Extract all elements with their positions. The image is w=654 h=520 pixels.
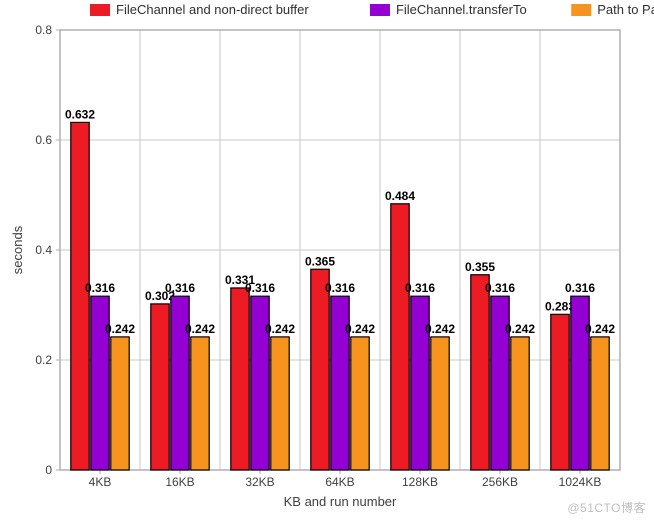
svg-text:0.8: 0.8: [35, 23, 52, 37]
bar-value-label: 0.632: [65, 107, 95, 121]
watermark-text: @51CTO博客: [567, 499, 646, 516]
bar: [391, 204, 409, 470]
bar-value-label: 0.355: [465, 260, 495, 274]
bar: [271, 337, 289, 470]
legend-label: Path to Path: [597, 2, 654, 17]
legend-swatch: [90, 4, 110, 16]
bar-value-label: 0.242: [105, 322, 135, 336]
x-tick-label: 256KB: [482, 475, 518, 489]
bar-value-label: 0.242: [185, 322, 215, 336]
bar-value-label: 0.242: [265, 322, 295, 336]
bar: [231, 288, 249, 470]
bar-value-label: 0.484: [385, 189, 415, 203]
bar-value-label: 0.242: [345, 322, 375, 336]
bar: [431, 337, 449, 470]
bar-value-label: 0.316: [165, 281, 195, 295]
x-tick-label: 32KB: [245, 475, 274, 489]
bar: [151, 304, 169, 470]
svg-text:0: 0: [45, 463, 52, 477]
bar-value-label: 0.242: [505, 322, 535, 336]
bar: [111, 337, 129, 470]
x-tick-label: 1024KB: [559, 475, 602, 489]
bar-value-label: 0.316: [325, 281, 355, 295]
bar: [311, 269, 329, 470]
bar-value-label: 0.365: [305, 254, 335, 268]
bar: [551, 314, 569, 470]
legend-label: FileChannel and non-direct buffer: [116, 2, 309, 17]
x-tick-label: 16KB: [165, 475, 194, 489]
bar-value-label: 0.316: [85, 281, 115, 295]
svg-text:0.2: 0.2: [35, 353, 52, 367]
legend-swatch: [370, 4, 390, 16]
bar-value-label: 0.242: [425, 322, 455, 336]
bar: [471, 275, 489, 470]
bar: [71, 122, 89, 470]
legend-label: FileChannel.transferTo: [396, 2, 527, 17]
bar: [591, 337, 609, 470]
bar-value-label: 0.316: [245, 281, 275, 295]
bar-value-label: 0.316: [565, 281, 595, 295]
bar: [511, 337, 529, 470]
bar: [351, 337, 369, 470]
y-axis-label: seconds: [10, 225, 25, 274]
bar: [191, 337, 209, 470]
svg-text:0.4: 0.4: [35, 243, 52, 257]
bar-chart: 0 0.2 0.4 0.6 0.8 4KB 16KB 32KB 64KB 128KB 256KB 10…: [0, 0, 654, 520]
legend-swatch: [571, 4, 591, 16]
svg-text:0.6: 0.6: [35, 133, 52, 147]
x-tick-label: 128KB: [402, 475, 438, 489]
x-tick-label: 64KB: [325, 475, 354, 489]
x-tick-label: 4KB: [89, 475, 112, 489]
bar-value-label: 0.316: [405, 281, 435, 295]
x-axis-label: KB and run number: [284, 494, 397, 509]
bar-value-label: 0.242: [585, 322, 615, 336]
bar-value-label: 0.316: [485, 281, 515, 295]
